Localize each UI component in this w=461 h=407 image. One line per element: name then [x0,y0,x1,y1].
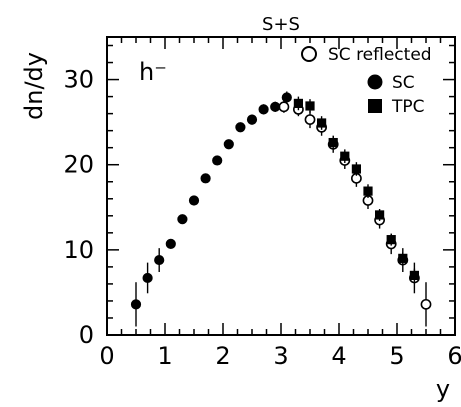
filled-square-marker [386,235,396,245]
filled-circle-marker [212,155,223,166]
filled-square-marker [317,118,327,128]
y-axis-ticks [107,44,455,336]
point-tpc-6 [363,184,373,198]
legend: SC reflected SC TPC [301,45,432,117]
point-sc-12 [270,101,281,112]
point-sc-2 [154,248,165,272]
point-sc-0 [130,282,142,327]
x-tick-label: 1 [157,342,172,370]
data-points-layer [130,91,432,327]
filled-square-marker [351,164,361,174]
filled-circle-marker [223,139,234,150]
point-sc-3 [165,238,176,249]
point-tpc-7 [375,208,385,221]
legend-marker-tpc [368,99,382,113]
x-tick-label: 4 [331,342,346,370]
filled-square-marker [340,151,350,161]
particle-annotation: h⁻ [139,58,167,86]
y-tick-label: 30 [63,66,94,94]
open-circle-marker [420,298,432,310]
y-tick-label: 20 [63,151,94,179]
point-sc-9 [235,122,246,133]
point-sc-1 [142,262,153,294]
filled-circle-marker [154,254,165,266]
point-sc-10 [246,114,258,125]
x-axis-tick-labels: 0 1 2 3 4 5 6 [99,342,461,370]
filled-square-marker [409,270,419,280]
y-axis-label: dn/dy [20,52,48,120]
point-sc-5 [188,195,200,206]
y-tick-label: 0 [79,321,94,349]
filled-square-marker [293,98,303,109]
open-circle-marker [304,114,316,125]
filled-circle-marker [177,214,188,225]
legend-marker-sc-reflected [301,46,317,62]
open-circle-marker [278,101,290,113]
filled-circle-marker [188,195,200,206]
chart-title: S+S [262,14,300,35]
point-sc-reflected-12 [420,282,432,327]
filled-circle-marker [258,104,269,115]
filled-circle-marker [246,114,258,125]
filled-circle-marker [281,92,292,103]
point-sc-7 [212,155,223,166]
point-tpc-1 [305,99,315,113]
point-tpc-3 [328,135,338,150]
filled-circle-marker [165,238,176,249]
point-sc-8 [223,139,234,150]
x-tick-label: 6 [447,342,461,370]
x-axis-ticks [106,37,456,335]
legend-item-sc: SC [367,73,415,93]
filled-square-marker [375,210,385,220]
point-sc-reflected-2 [304,111,316,129]
x-axis-label: y [436,375,450,402]
point-sc-11 [258,104,269,115]
point-sc-reflected-0 [278,100,290,113]
y-tick-label: 10 [63,236,94,264]
legend-label-sc: SC [392,73,415,93]
legend-item-sc-reflected: SC reflected [301,45,432,65]
filled-square-marker [328,137,338,148]
legend-item-tpc: TPC [368,97,425,117]
x-tick-label: 5 [389,342,404,370]
point-tpc-9 [398,252,408,265]
filled-circle-marker [270,101,281,112]
filled-square-marker [398,253,408,263]
point-tpc-0 [293,96,303,111]
point-sc-4 [177,214,188,225]
point-tpc-10 [409,268,419,283]
filled-square-marker [305,101,315,111]
filled-square-marker [363,186,373,196]
legend-marker-sc [367,74,383,90]
point-tpc-8 [386,233,396,246]
y-axis-tick-labels: 0 10 20 30 [63,66,94,349]
point-tpc-5 [351,162,361,176]
filled-circle-marker [200,173,211,184]
point-tpc-2 [317,116,327,130]
filled-circle-marker [142,272,153,284]
legend-label-tpc: TPC [391,97,425,117]
filled-circle-marker [235,122,246,133]
point-sc-6 [200,173,211,184]
x-tick-label: 3 [273,342,288,370]
filled-circle-marker [130,299,142,310]
point-sc-13 [281,91,292,104]
point-tpc-4 [340,149,350,164]
legend-label-sc-reflected: SC reflected [328,45,432,65]
x-tick-label: 0 [99,342,114,370]
x-tick-label: 2 [215,342,230,370]
